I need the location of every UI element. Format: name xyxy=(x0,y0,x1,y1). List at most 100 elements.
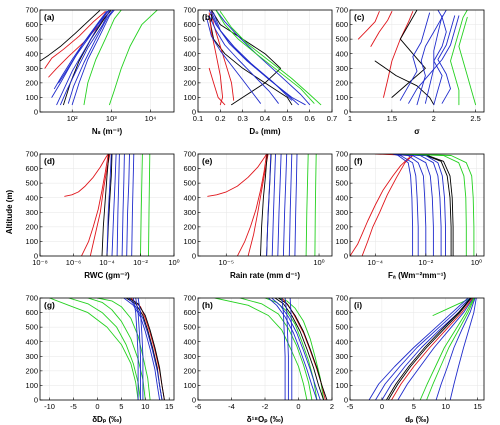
y-tick-label: 700 xyxy=(335,150,348,159)
y-tick-label: 400 xyxy=(25,193,38,202)
x-tick-label: -6 xyxy=(195,402,202,411)
x-tick-label: 0.6 xyxy=(304,114,314,123)
y-tick-label: 600 xyxy=(335,20,348,29)
y-tick-label: 300 xyxy=(25,64,38,73)
profile-line xyxy=(437,15,456,104)
profile-line xyxy=(375,298,471,400)
profile-line xyxy=(289,298,293,400)
y-tick-label: 500 xyxy=(25,35,38,44)
profile-line xyxy=(208,67,226,106)
x-tick-label: 10² xyxy=(67,114,78,123)
profile-line xyxy=(213,12,293,101)
x-tick-label: 10⁻⁶ xyxy=(66,258,81,267)
x-tick-label: 10³ xyxy=(106,114,117,123)
profile-line xyxy=(458,16,477,106)
profile-line xyxy=(450,10,468,106)
x-tick-label: 5 xyxy=(412,402,416,411)
y-tick-label: 500 xyxy=(335,35,348,44)
profile-line xyxy=(131,154,135,256)
profile-line xyxy=(87,298,146,400)
profile-line xyxy=(271,154,276,256)
profile-line xyxy=(391,10,426,98)
profile-line xyxy=(314,154,317,256)
profile-line xyxy=(357,11,380,40)
y-tick-label: 400 xyxy=(335,49,348,58)
y-tick-label: 200 xyxy=(25,222,38,231)
series-group xyxy=(49,298,165,400)
panel-label: (i) xyxy=(354,300,362,310)
x-tick-label: 10 xyxy=(442,402,450,411)
x-tick-label: -2 xyxy=(262,402,269,411)
profile-line xyxy=(374,60,435,106)
y-tick-label: 100 xyxy=(25,237,38,246)
plot-frame xyxy=(39,297,175,401)
profile-line xyxy=(210,11,235,101)
series-group xyxy=(350,154,475,256)
y-tick-label: 300 xyxy=(335,208,348,217)
y-tick-label: 200 xyxy=(183,222,196,231)
profile-line xyxy=(385,298,472,400)
panel-label: (e) xyxy=(202,156,213,166)
x-tick-label: 0.3 xyxy=(237,114,247,123)
y-tick-label: 400 xyxy=(335,337,348,346)
y-tick-label: 400 xyxy=(25,337,38,346)
profile-line xyxy=(284,298,289,400)
profile-line xyxy=(207,154,268,197)
profile-line xyxy=(399,12,431,101)
x-axis-label: δDₚ (‰) xyxy=(92,415,122,424)
profile-line xyxy=(416,10,443,106)
x-axis-label: RWC (gm⁻³) xyxy=(84,271,130,280)
profile-line xyxy=(368,298,469,400)
panel-label: (d) xyxy=(44,156,55,166)
y-tick-label: 200 xyxy=(25,366,38,375)
y-tick-label: 0 xyxy=(192,396,196,405)
plot-frame xyxy=(197,153,333,257)
series-group xyxy=(207,154,317,256)
y-tick-label: 500 xyxy=(183,179,196,188)
profile-line xyxy=(148,154,151,256)
x-tick-label: 10⁰ xyxy=(168,258,179,267)
profile-line xyxy=(400,154,454,256)
y-tick-label: 100 xyxy=(183,93,196,102)
y-tick-label: 600 xyxy=(25,164,38,173)
profile-line xyxy=(116,154,120,256)
y-tick-label: 700 xyxy=(25,294,38,303)
profile-line xyxy=(58,10,110,84)
x-tick-label: 2 xyxy=(330,402,334,411)
y-tick-label: 200 xyxy=(25,78,38,87)
profile-line xyxy=(236,154,268,256)
x-tick-label: -10 xyxy=(44,402,55,411)
series-group xyxy=(64,154,151,256)
profile-line xyxy=(266,154,272,256)
y-tick-label: 600 xyxy=(183,20,196,29)
profile-line xyxy=(419,298,475,400)
profile-line xyxy=(60,10,110,106)
panel-label: (g) xyxy=(44,300,55,310)
y-tick-label: 100 xyxy=(25,93,38,102)
x-tick-label: -4 xyxy=(228,402,235,411)
profile-line xyxy=(206,18,261,104)
profile-line xyxy=(132,298,139,400)
profile-line xyxy=(267,298,318,400)
y-tick-label: 0 xyxy=(344,108,348,117)
profile-line xyxy=(214,298,308,400)
profile-line xyxy=(96,298,151,400)
profile-line xyxy=(449,298,477,400)
profile-line xyxy=(350,154,417,256)
profile-line xyxy=(391,298,473,400)
y-tick-label: 700 xyxy=(335,6,348,15)
y-tick-label: 300 xyxy=(335,64,348,73)
profile-line xyxy=(210,11,306,106)
profile-line xyxy=(128,298,163,400)
x-tick-label: 0.4 xyxy=(260,114,270,123)
y-tick-label: 400 xyxy=(183,193,196,202)
y-tick-label: 0 xyxy=(34,396,38,405)
y-tick-label: 100 xyxy=(183,381,196,390)
y-tick-label: 300 xyxy=(25,352,38,361)
profile-line xyxy=(277,298,328,400)
panel-g: 0 100 200 300 400 500 600 700 -10 -5 0 5 10 15 δDₚ (‰)… xyxy=(25,294,175,424)
profile-line xyxy=(63,10,112,106)
y-tick-label: 600 xyxy=(25,308,38,317)
x-tick-label: 10⁴ xyxy=(145,114,157,123)
